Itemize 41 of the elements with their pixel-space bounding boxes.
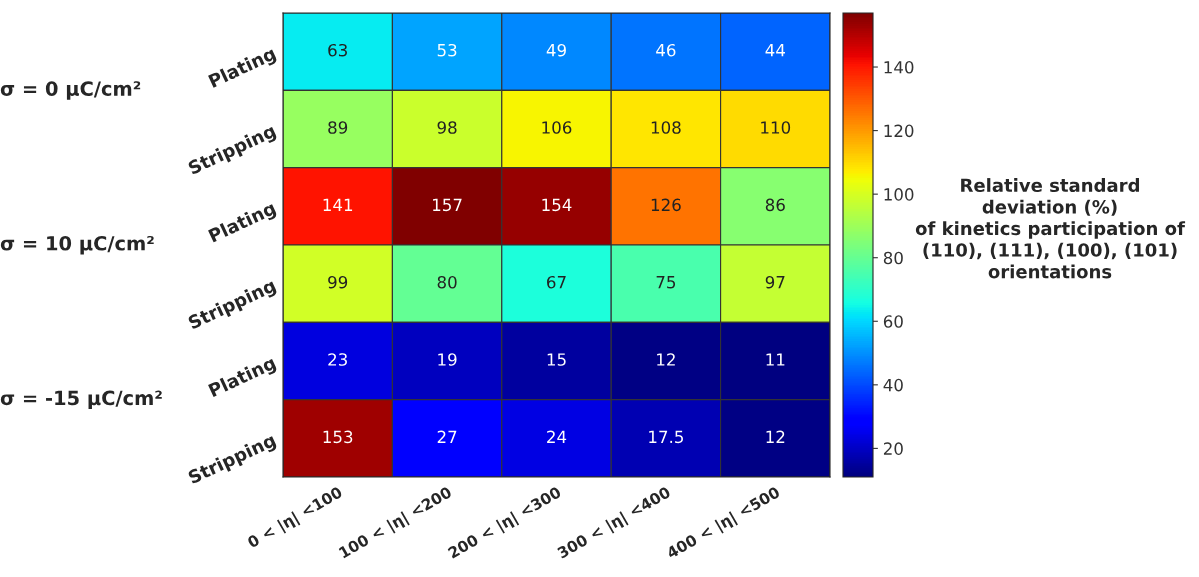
data-label: 24 (547, 430, 567, 443)
data-label: 99 (328, 275, 348, 289)
color-bar-label: 40 (883, 378, 903, 392)
data-label: 89 (328, 121, 348, 134)
color-bar-title: Relative standard deviation (%) of kinetics participation of (110), (111), (100), (101) orientations (915, 178, 1186, 279)
data-label: 126 (651, 198, 681, 212)
text: σ = -15 μC/cm² (0, 390, 162, 410)
data-label: 46 (656, 43, 676, 57)
data-label: 108 (651, 121, 681, 134)
data-label: 157 (433, 198, 462, 212)
data-label: 27 (437, 430, 457, 443)
data-label: 12 (766, 430, 785, 443)
data-label: 49 (546, 43, 566, 57)
data-label: 98 (437, 121, 457, 134)
color-bar-label: 20 (883, 442, 903, 455)
data-label: 44 (765, 44, 785, 57)
color-bar-label: 140 (884, 60, 914, 74)
data-label: 17.5 (649, 430, 683, 444)
data-label: 12 (657, 353, 675, 366)
data-label: 63 (328, 43, 347, 57)
data-label: 106 (542, 121, 572, 134)
color-bar-label: 80 (883, 251, 903, 265)
data-label: 153 (323, 430, 353, 444)
color-bar-label: 60 (883, 315, 903, 328)
data-label: 110 (761, 121, 791, 134)
data-label: 67 (547, 275, 566, 289)
color-bar-label: 120 (884, 124, 914, 138)
text: σ = 10 μC/cm² (0, 235, 154, 255)
data-label: 75 (656, 276, 676, 289)
data-label: 15 (547, 353, 566, 366)
color-bar-label: 100 (884, 188, 914, 201)
data-label: 53 (437, 43, 457, 57)
data-label: 86 (765, 198, 785, 212)
data-label: 80 (437, 275, 457, 289)
text: σ = 0 μC/cm² (0, 81, 141, 100)
data-label: 19 (438, 353, 457, 366)
data-label: 23 (328, 353, 347, 366)
data-label: 97 (765, 275, 785, 289)
data-label: 11 (766, 353, 785, 366)
data-label: 141 (323, 198, 353, 211)
data-label: 154 (542, 198, 572, 212)
